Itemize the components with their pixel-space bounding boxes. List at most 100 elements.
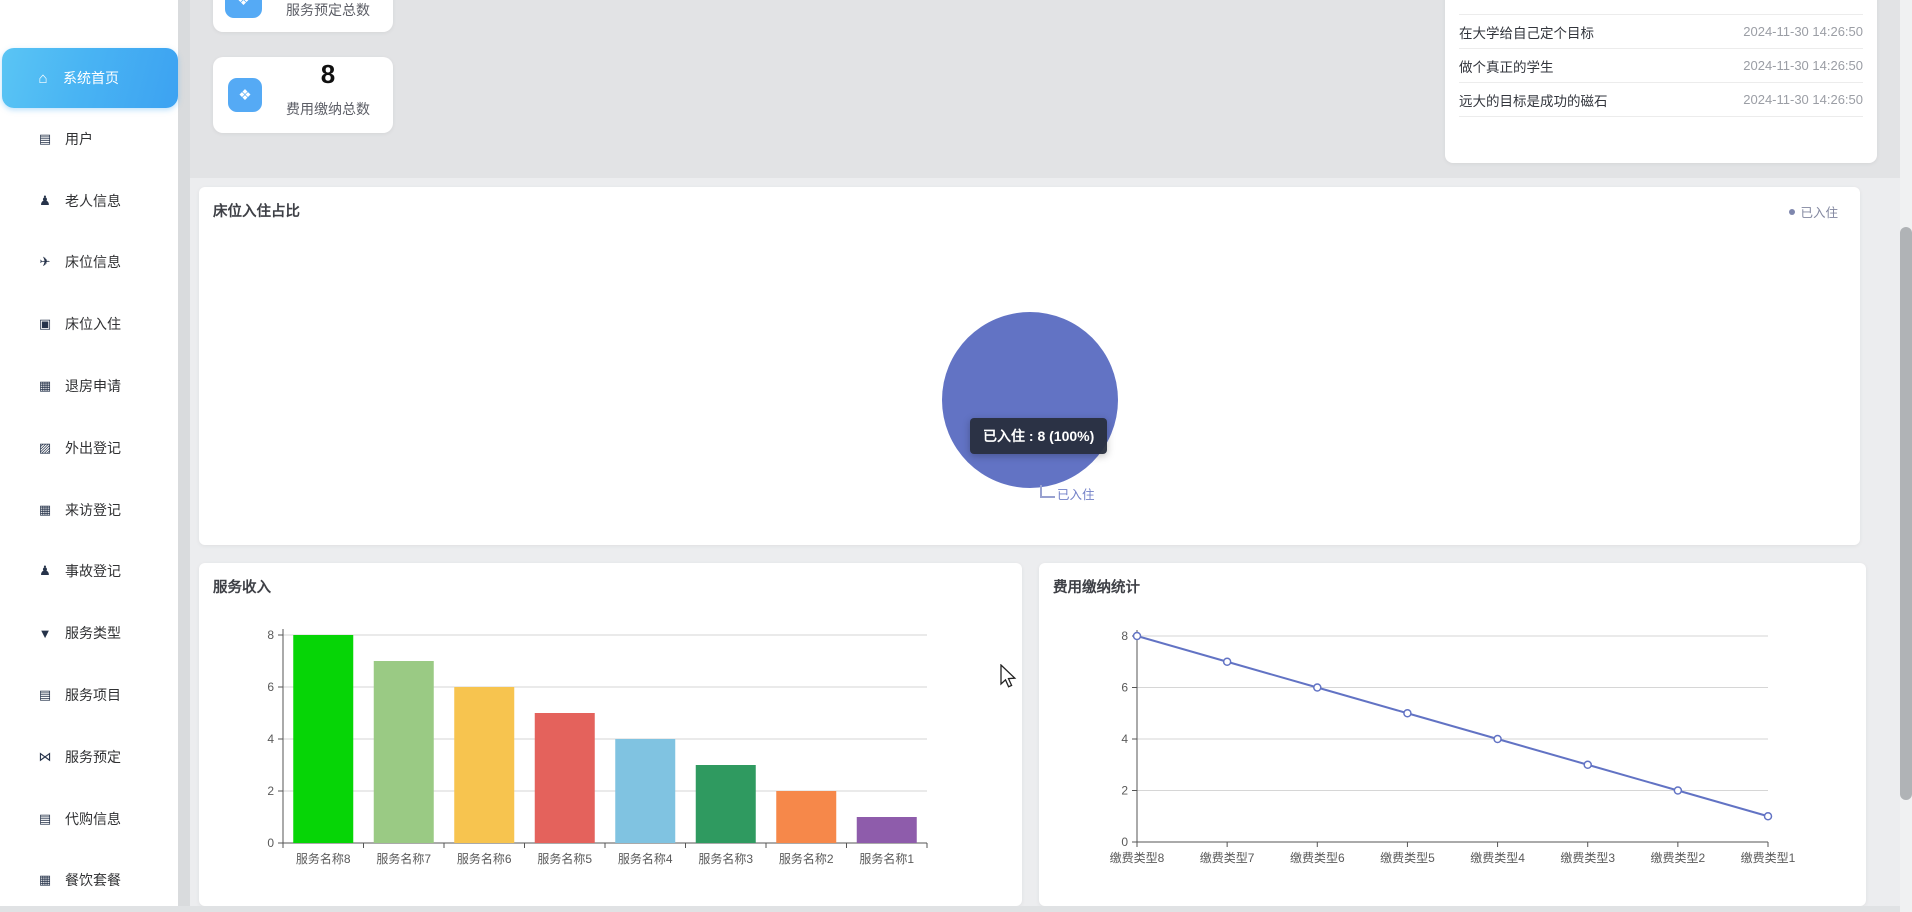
stat-label: 服务预定总数 — [286, 2, 370, 18]
sidebar-item-7[interactable]: ▦ 来访登记 — [0, 479, 178, 541]
service-income-card: 服务收入 0 2 4 6 8 服务名称8 服务名称7 服务名称6 服务名称5 服务名称4 服务名称3… — [199, 563, 1022, 906]
data-point-缴费类型4[interactable] — [1493, 734, 1502, 744]
pie-legend[interactable]: 已入住 — [1789, 202, 1838, 221]
sidebar-item-8[interactable]: ♟ 事故登记 — [0, 541, 178, 603]
sidebar-item-label: 服务项目 — [65, 687, 121, 704]
sidebar-item-label: 床位入住 — [65, 316, 121, 333]
bar-服务名称6[interactable] — [454, 687, 515, 843]
sidebar-item-11[interactable]: ⋈ 服务预定 — [0, 726, 178, 788]
bar-服务名称5[interactable] — [534, 713, 595, 843]
svg-text:服务名称1: 服务名称1 — [859, 851, 914, 866]
sidebar-item-5[interactable]: ▦ 退房申请 — [0, 355, 178, 417]
svg-text:服务名称8: 服务名称8 — [296, 851, 351, 866]
sidebar-item-label: 服务预定 — [65, 748, 121, 765]
svg-text:服务名称5: 服务名称5 — [537, 851, 592, 866]
sidebar-item-2[interactable]: ♟ 老人信息 — [0, 170, 178, 232]
grid-icon: ▦ — [38, 872, 52, 888]
paper-plane-icon: ✈ — [39, 254, 51, 270]
wallet-icon: ▤ — [38, 130, 52, 146]
pie-slice-label: 已入住 — [1057, 488, 1095, 502]
data-point-缴费类型1[interactable] — [1763, 812, 1773, 821]
sidebar-item-0[interactable]: ⌂ 系统首页 — [2, 48, 178, 108]
sidebar-item-label: 餐饮套餐 — [65, 872, 121, 889]
bar-服务名称2[interactable] — [776, 791, 837, 843]
svg-text:4: 4 — [1121, 732, 1128, 746]
sidebar-item-12[interactable]: ▤ 代购信息 — [0, 788, 178, 850]
bed-occupancy-card: 床位入住占比 已入住 已入住 已入住 : 8 (100%) — [199, 187, 1860, 545]
notice-time: 2024-11-30 14:26:50 — [1743, 24, 1863, 39]
funnel-icon: ▼ — [38, 625, 52, 641]
svg-text:服务名称6: 服务名称6 — [457, 851, 512, 866]
bar-服务名称7[interactable] — [373, 661, 434, 843]
data-point-缴费类型6[interactable] — [1313, 683, 1322, 692]
calendar-icon: ❖ — [225, 0, 262, 18]
person-icon: ♟ — [39, 192, 51, 208]
notice-text: 远大的目标是成功的磁石 — [1459, 93, 1608, 109]
notice-text: 做个真正的学生 — [1459, 59, 1554, 75]
card-title: 服务收入 — [213, 580, 271, 596]
data-point-缴费类型8[interactable] — [1132, 631, 1142, 641]
pie-slice-occupied[interactable] — [942, 312, 1118, 488]
bar-chart[interactable]: 0 2 4 6 8 服务名称8 服务名称7 服务名称6 服务名称5 服务名称4 服务名称3 服务名称2… — [199, 563, 1022, 906]
data-point-缴费类型3[interactable] — [1583, 760, 1592, 769]
svg-text:缴费类型2: 缴费类型2 — [1651, 850, 1706, 865]
line-chart[interactable]: 0 2 4 6 8 缴费类型8 缴费类型7 缴费类型6 缴费类型5 缴费类型4 缴费类型3 缴费类型2… — [1039, 563, 1866, 906]
notice-row[interactable]: 在大学给自己定个目标 2024-11-30 14:26:50 — [1459, 15, 1863, 49]
notice-row[interactable]: 做个真正的学生 2024-11-30 14:26:50 — [1459, 49, 1863, 83]
stat-card-service-bookings: ❖ 服务预定总数 — [213, 0, 393, 32]
person-icon: ♟ — [39, 563, 51, 579]
data-point-缴费类型7[interactable] — [1222, 657, 1232, 666]
svg-text:服务名称2: 服务名称2 — [779, 851, 834, 866]
svg-text:8: 8 — [267, 628, 274, 642]
card-title: 床位入住占比 — [213, 204, 300, 220]
svg-text:2: 2 — [1121, 784, 1128, 798]
sidebar-item-3[interactable]: ✈ 床位信息 — [0, 232, 178, 294]
svg-text:2: 2 — [267, 784, 274, 798]
svg-text:缴费类型5: 缴费类型5 — [1380, 850, 1435, 865]
bar-服务名称3[interactable] — [695, 765, 756, 843]
sidebar-item-label: 服务类型 — [65, 625, 121, 642]
sidebar-item-label: 代购信息 — [65, 810, 121, 827]
sidebar-item-label: 退房申请 — [65, 378, 121, 395]
sidebar-item-label: 用户 — [65, 130, 93, 147]
bar-服务名称8[interactable] — [293, 635, 354, 843]
notice-card: 在大学给自己定个目标 2024-11-30 14:26:50 做个真正的学生 2024… — [1445, 0, 1877, 163]
sidebar-item-9[interactable]: ▼ 服务类型 — [0, 602, 178, 664]
bottom-edge-strip — [0, 906, 1912, 912]
svg-text:4: 4 — [267, 732, 274, 746]
home-icon: ⌂ — [38, 69, 48, 87]
stat-value: 8 — [320, 59, 336, 89]
sidebar-item-label: 事故登记 — [65, 563, 121, 580]
clipboard-icon: ▣ — [38, 316, 52, 332]
svg-text:缴费类型1: 缴费类型1 — [1741, 850, 1796, 865]
sidebar-item-13[interactable]: ▦ 餐饮套餐 — [0, 850, 178, 912]
data-point-缴费类型2[interactable] — [1673, 786, 1683, 795]
svg-text:8: 8 — [1121, 629, 1128, 643]
cubes-icon: ❖ — [228, 78, 262, 112]
sidebar-item-1[interactable]: ▤ 用户 — [0, 108, 178, 170]
sidebar-item-6[interactable]: ▨ 外出登记 — [0, 417, 178, 479]
sidebar-item-label: 老人信息 — [65, 192, 121, 209]
sidebar-item-10[interactable]: ▤ 服务项目 — [0, 664, 178, 726]
sidebar-item-4[interactable]: ▣ 床位入住 — [0, 293, 178, 355]
svg-text:服务名称4: 服务名称4 — [618, 851, 673, 866]
legend-dot-icon — [1789, 208, 1796, 215]
svg-text:6: 6 — [1121, 681, 1128, 695]
data-point-缴费类型5[interactable] — [1403, 709, 1412, 718]
notice-row[interactable]: 远大的目标是成功的磁石 2024-11-30 14:26:50 — [1459, 83, 1863, 117]
bar-服务名称4[interactable] — [615, 739, 676, 843]
bar-服务名称1[interactable] — [856, 817, 917, 843]
scrollbar-thumb[interactable] — [1900, 227, 1912, 800]
svg-text:缴费类型6: 缴费类型6 — [1290, 850, 1345, 865]
svg-text:服务名称3: 服务名称3 — [698, 851, 753, 866]
svg-text:0: 0 — [1121, 835, 1128, 849]
svg-text:缴费类型8: 缴费类型8 — [1110, 850, 1165, 865]
stat-label: 费用缴纳总数 — [286, 101, 370, 117]
sidebar-item-label: 系统首页 — [63, 70, 119, 86]
sidebar-item-label: 床位信息 — [65, 254, 121, 271]
svg-text:缴费类型3: 缴费类型3 — [1560, 850, 1615, 865]
svg-text:缴费类型7: 缴费类型7 — [1200, 850, 1255, 865]
sidebar-menu: ⌂ 系统首页 ▤ 用户 ♟ 老人信息 ✈ 床位信息 ▣ 床位入住 ▦ 退房申请 ▨ 外出登记 ▦ 来访登记 ♟ 事… — [0, 48, 178, 911]
sidebar: ⌂ 系统首页 ▤ 用户 ♟ 老人信息 ✈ 床位信息 ▣ 床位入住 ▦ 退房申请 ▨ 外出登记 ▦ 来访登记 ♟ 事… — [0, 0, 178, 912]
svg-text:缴费类型4: 缴费类型4 — [1470, 850, 1525, 865]
